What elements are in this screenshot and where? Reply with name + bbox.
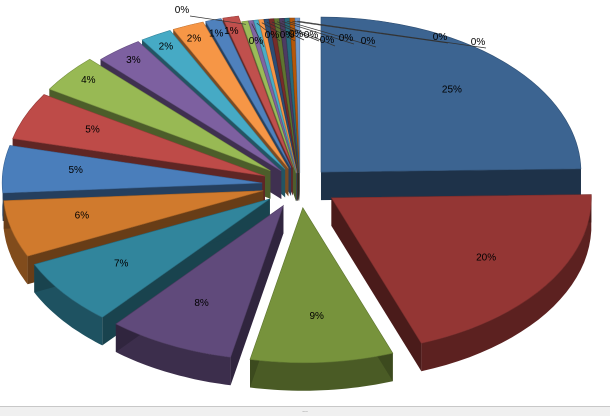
- pie-slice[interactable]: [222, 15, 294, 168]
- pie-slice[interactable]: [1, 145, 263, 194]
- slice-data-label: 0%: [175, 5, 190, 16]
- leader-line: [266, 21, 305, 41]
- leader-line: [292, 20, 449, 44]
- pie-slice[interactable]: [253, 19, 298, 174]
- slice-data-label: 0%: [289, 29, 304, 40]
- slice-data-label: 0%: [280, 30, 295, 41]
- slice-data-label: 8%: [194, 298, 209, 309]
- leader-line: [271, 21, 320, 42]
- slice-data-label: 20%: [476, 253, 496, 264]
- leader-line: [281, 21, 355, 45]
- slice-data-label: 0%: [304, 30, 319, 41]
- sheet-bottom-bar: [0, 406, 610, 416]
- leader-line: [276, 21, 336, 47]
- slice-data-label: 5%: [85, 125, 100, 136]
- pie-slice[interactable]: [248, 20, 297, 174]
- pie-slice[interactable]: [273, 18, 299, 174]
- slice-data-label: 0%: [433, 32, 448, 43]
- slice-cut-wall: [331, 197, 422, 372]
- slice-data-label: 4%: [81, 75, 96, 86]
- pie-slice[interactable]: [263, 18, 298, 174]
- slice-data-label: 7%: [114, 259, 129, 270]
- pie-slice[interactable]: [141, 30, 286, 170]
- leader-line: [261, 22, 296, 42]
- slice-cut-wall: [320, 168, 581, 201]
- slice-data-label: 0%: [320, 35, 335, 46]
- slice-data-label: 0%: [339, 33, 354, 44]
- slice-data-label: 3%: [126, 55, 141, 66]
- pie-slice[interactable]: [320, 16, 582, 173]
- leader-line: [251, 23, 265, 48]
- pie-slice[interactable]: [3, 190, 264, 257]
- slice-data-label: 0%: [249, 36, 264, 47]
- resize-grip-icon[interactable]: ...: [302, 407, 308, 414]
- pie-slice[interactable]: [172, 21, 289, 169]
- pie-slice[interactable]: [279, 17, 299, 174]
- pie-slice[interactable]: [289, 17, 300, 174]
- slice-data-label: 1%: [224, 26, 239, 37]
- pie-slice[interactable]: [48, 58, 271, 171]
- pie-slice[interactable]: [268, 18, 299, 174]
- pie-slice[interactable]: [12, 94, 266, 177]
- pie-slice[interactable]: [241, 20, 297, 174]
- slice-data-label: 9%: [309, 311, 324, 322]
- pie-slice[interactable]: [284, 17, 300, 174]
- leader-line: [256, 22, 281, 42]
- slice-data-label: 2%: [159, 42, 174, 53]
- leader-line: [297, 20, 487, 49]
- slice-wall: [115, 324, 231, 386]
- slice-wall: [3, 200, 28, 285]
- slice-data-label: 5%: [68, 165, 83, 176]
- pie-slice[interactable]: [33, 198, 270, 318]
- leader-line: [287, 20, 377, 48]
- pie-slice[interactable]: [115, 204, 284, 358]
- slice-wall: [421, 194, 592, 372]
- slice-data-label: 0%: [361, 36, 376, 47]
- slice-cut-wall: [230, 205, 284, 386]
- pie-slice[interactable]: [330, 194, 592, 344]
- leader-line: [189, 15, 246, 25]
- pie-slice[interactable]: [249, 207, 394, 364]
- slice-data-label: 6%: [75, 210, 90, 221]
- pie-slice[interactable]: [100, 41, 282, 172]
- slice-data-label: 2%: [187, 33, 202, 44]
- pie-slice[interactable]: [258, 19, 298, 174]
- pie-slice[interactable]: [294, 17, 301, 174]
- pie-slice[interactable]: [205, 18, 292, 168]
- slice-data-label: 0%: [471, 37, 486, 48]
- slice-data-label: 25%: [442, 84, 462, 95]
- slice-data-label: 1%: [209, 29, 224, 40]
- slice-data-label: 0%: [265, 30, 280, 41]
